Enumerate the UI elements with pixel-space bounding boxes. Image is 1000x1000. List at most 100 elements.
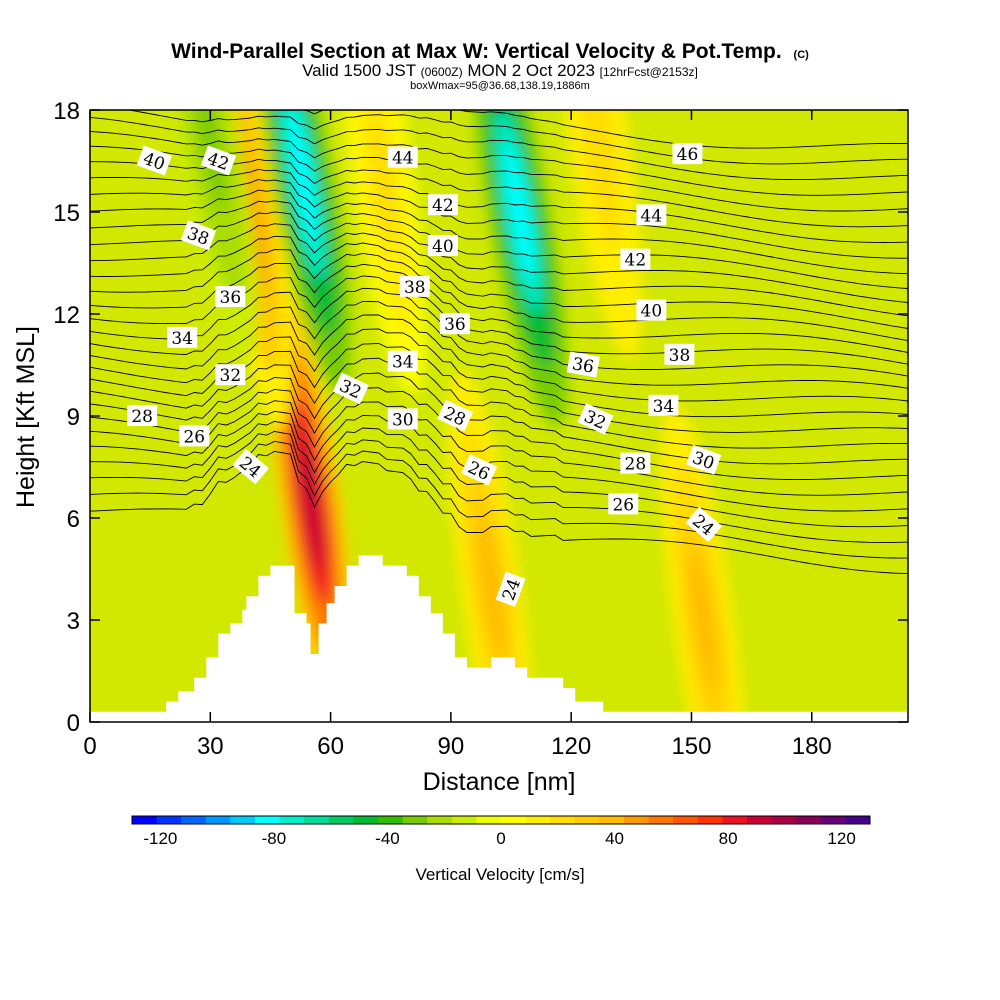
theta-contour-line [90, 249, 908, 342]
x-tick-label: 120 [551, 733, 591, 760]
chart-title: Wind-Parallel Section at Max W: Vertical… [171, 40, 809, 63]
contour-label-text: 28 [625, 455, 647, 475]
colorbar-swatch [820, 816, 846, 824]
colorbar-swatch [476, 816, 502, 824]
contour-label-bg [215, 286, 246, 307]
y-tick-label: 3 [67, 608, 80, 635]
colorbar-swatch [574, 816, 600, 824]
contour-label-bg [620, 248, 651, 270]
contour-label-bg [179, 425, 210, 447]
theta-contour-line [90, 314, 908, 402]
contour-label-bg [127, 405, 158, 426]
colorbar-swatch [427, 816, 453, 824]
contour-label-bg [664, 343, 695, 365]
colorbar-swatch [328, 816, 354, 824]
contour-label: 38 [399, 275, 430, 298]
contour-label-bg [437, 399, 474, 432]
contour-label-bg [332, 372, 369, 405]
contour-label: 42 [620, 248, 651, 271]
contour-label: 40 [136, 145, 173, 176]
colorbar-swatch [796, 816, 822, 824]
theta-contour-line [90, 130, 908, 196]
colorbar-swatch [525, 816, 551, 824]
copyright-mark: (C) [794, 49, 810, 61]
contour-label-text: 40 [432, 237, 454, 257]
contour-label-bg [180, 220, 217, 251]
colorbar-tick-label: 80 [719, 829, 738, 848]
contour-label: 36 [566, 351, 600, 378]
colorbar-swatch [230, 816, 256, 824]
theta-contour-line [90, 328, 908, 418]
theta-contour-line [90, 387, 908, 481]
colorbar-tick-label: 120 [827, 829, 855, 848]
colorbar-tick-label: -80 [262, 829, 287, 848]
colorbar-swatch [156, 816, 182, 824]
colorbar-tick-label: -40 [375, 829, 400, 848]
valid-time: Valid 1500 JST (0600Z) MON 2 Oct 2023 [1… [302, 61, 698, 80]
contour-label-text: 34 [171, 329, 193, 349]
contour-label: 36 [439, 313, 470, 335]
colorbar-swatch [697, 816, 723, 824]
contour-label-text: 26 [612, 495, 634, 515]
y-tick-label: 15 [53, 200, 80, 227]
y-tick-label: 12 [53, 302, 80, 329]
contour-label-text: 46 [677, 145, 699, 165]
contour-label-text: 26 [183, 427, 205, 447]
colorbar-swatch [304, 816, 330, 824]
contour-label-bg [387, 146, 418, 168]
colorbar-swatch [402, 816, 428, 824]
contour-label-text: 38 [404, 278, 426, 298]
downdraft-plume [470, 110, 568, 428]
contour-label-text: 44 [641, 206, 663, 226]
y-tick-label: 9 [67, 404, 80, 431]
contour-label-text: 42 [625, 251, 647, 271]
x-tick-label: 150 [671, 733, 711, 760]
colorbar-swatch [771, 816, 797, 824]
colorbar-tick-label: 40 [605, 829, 624, 848]
contour-label: 44 [636, 204, 667, 226]
x-tick-label: 90 [438, 733, 465, 760]
contour-label-text: 36 [444, 315, 466, 335]
contour-label-bg [461, 454, 498, 486]
contour-label-text: 36 [220, 288, 242, 308]
contour-label-text: 36 [571, 354, 596, 377]
colorbar-swatch [501, 816, 527, 824]
contour-label: 26 [179, 425, 210, 447]
contour-label-bg [636, 204, 667, 226]
contour-label: 34 [167, 326, 198, 349]
contour-label-bg [136, 145, 173, 176]
y-tick-label: 18 [53, 98, 80, 125]
colorbar-swatch [747, 816, 773, 824]
contour-label: 28 [620, 452, 651, 475]
theta-contour-line [90, 440, 908, 559]
contour-label: 26 [608, 493, 639, 515]
theta-contour-line [90, 189, 908, 275]
contour-label: 44 [387, 146, 418, 169]
x-tick-label: 30 [197, 733, 224, 760]
theta-contour-line [90, 211, 908, 303]
contour-label: 38 [180, 220, 217, 251]
colorbar-tick-label: 0 [496, 829, 505, 848]
theta-contour-line [90, 116, 908, 181]
x-axis-label: Distance [nm] [423, 768, 576, 796]
colorbar-tick-label: -120 [143, 829, 177, 848]
x-tick-label: 60 [317, 733, 344, 760]
contour-label-text: 34 [653, 397, 675, 417]
y-tick-label: 6 [67, 506, 80, 533]
colorbar-swatch [205, 816, 231, 824]
terrain [90, 555, 908, 722]
contour-label-text: 30 [392, 410, 414, 430]
colorbar-swatch [279, 816, 305, 824]
contour-label-bg [215, 364, 246, 386]
colorbar-swatch [624, 816, 650, 824]
theta-contour-line [90, 357, 908, 449]
colorbar-swatch [845, 816, 871, 824]
contour-label-bg [577, 403, 614, 435]
contour-label-bg [427, 235, 458, 256]
contour-label-bg [387, 350, 418, 372]
theta-contour-line [90, 450, 908, 575]
forecast-info: [12hrFcst@2153z] [600, 65, 698, 79]
colorbar-frame [131, 815, 871, 825]
